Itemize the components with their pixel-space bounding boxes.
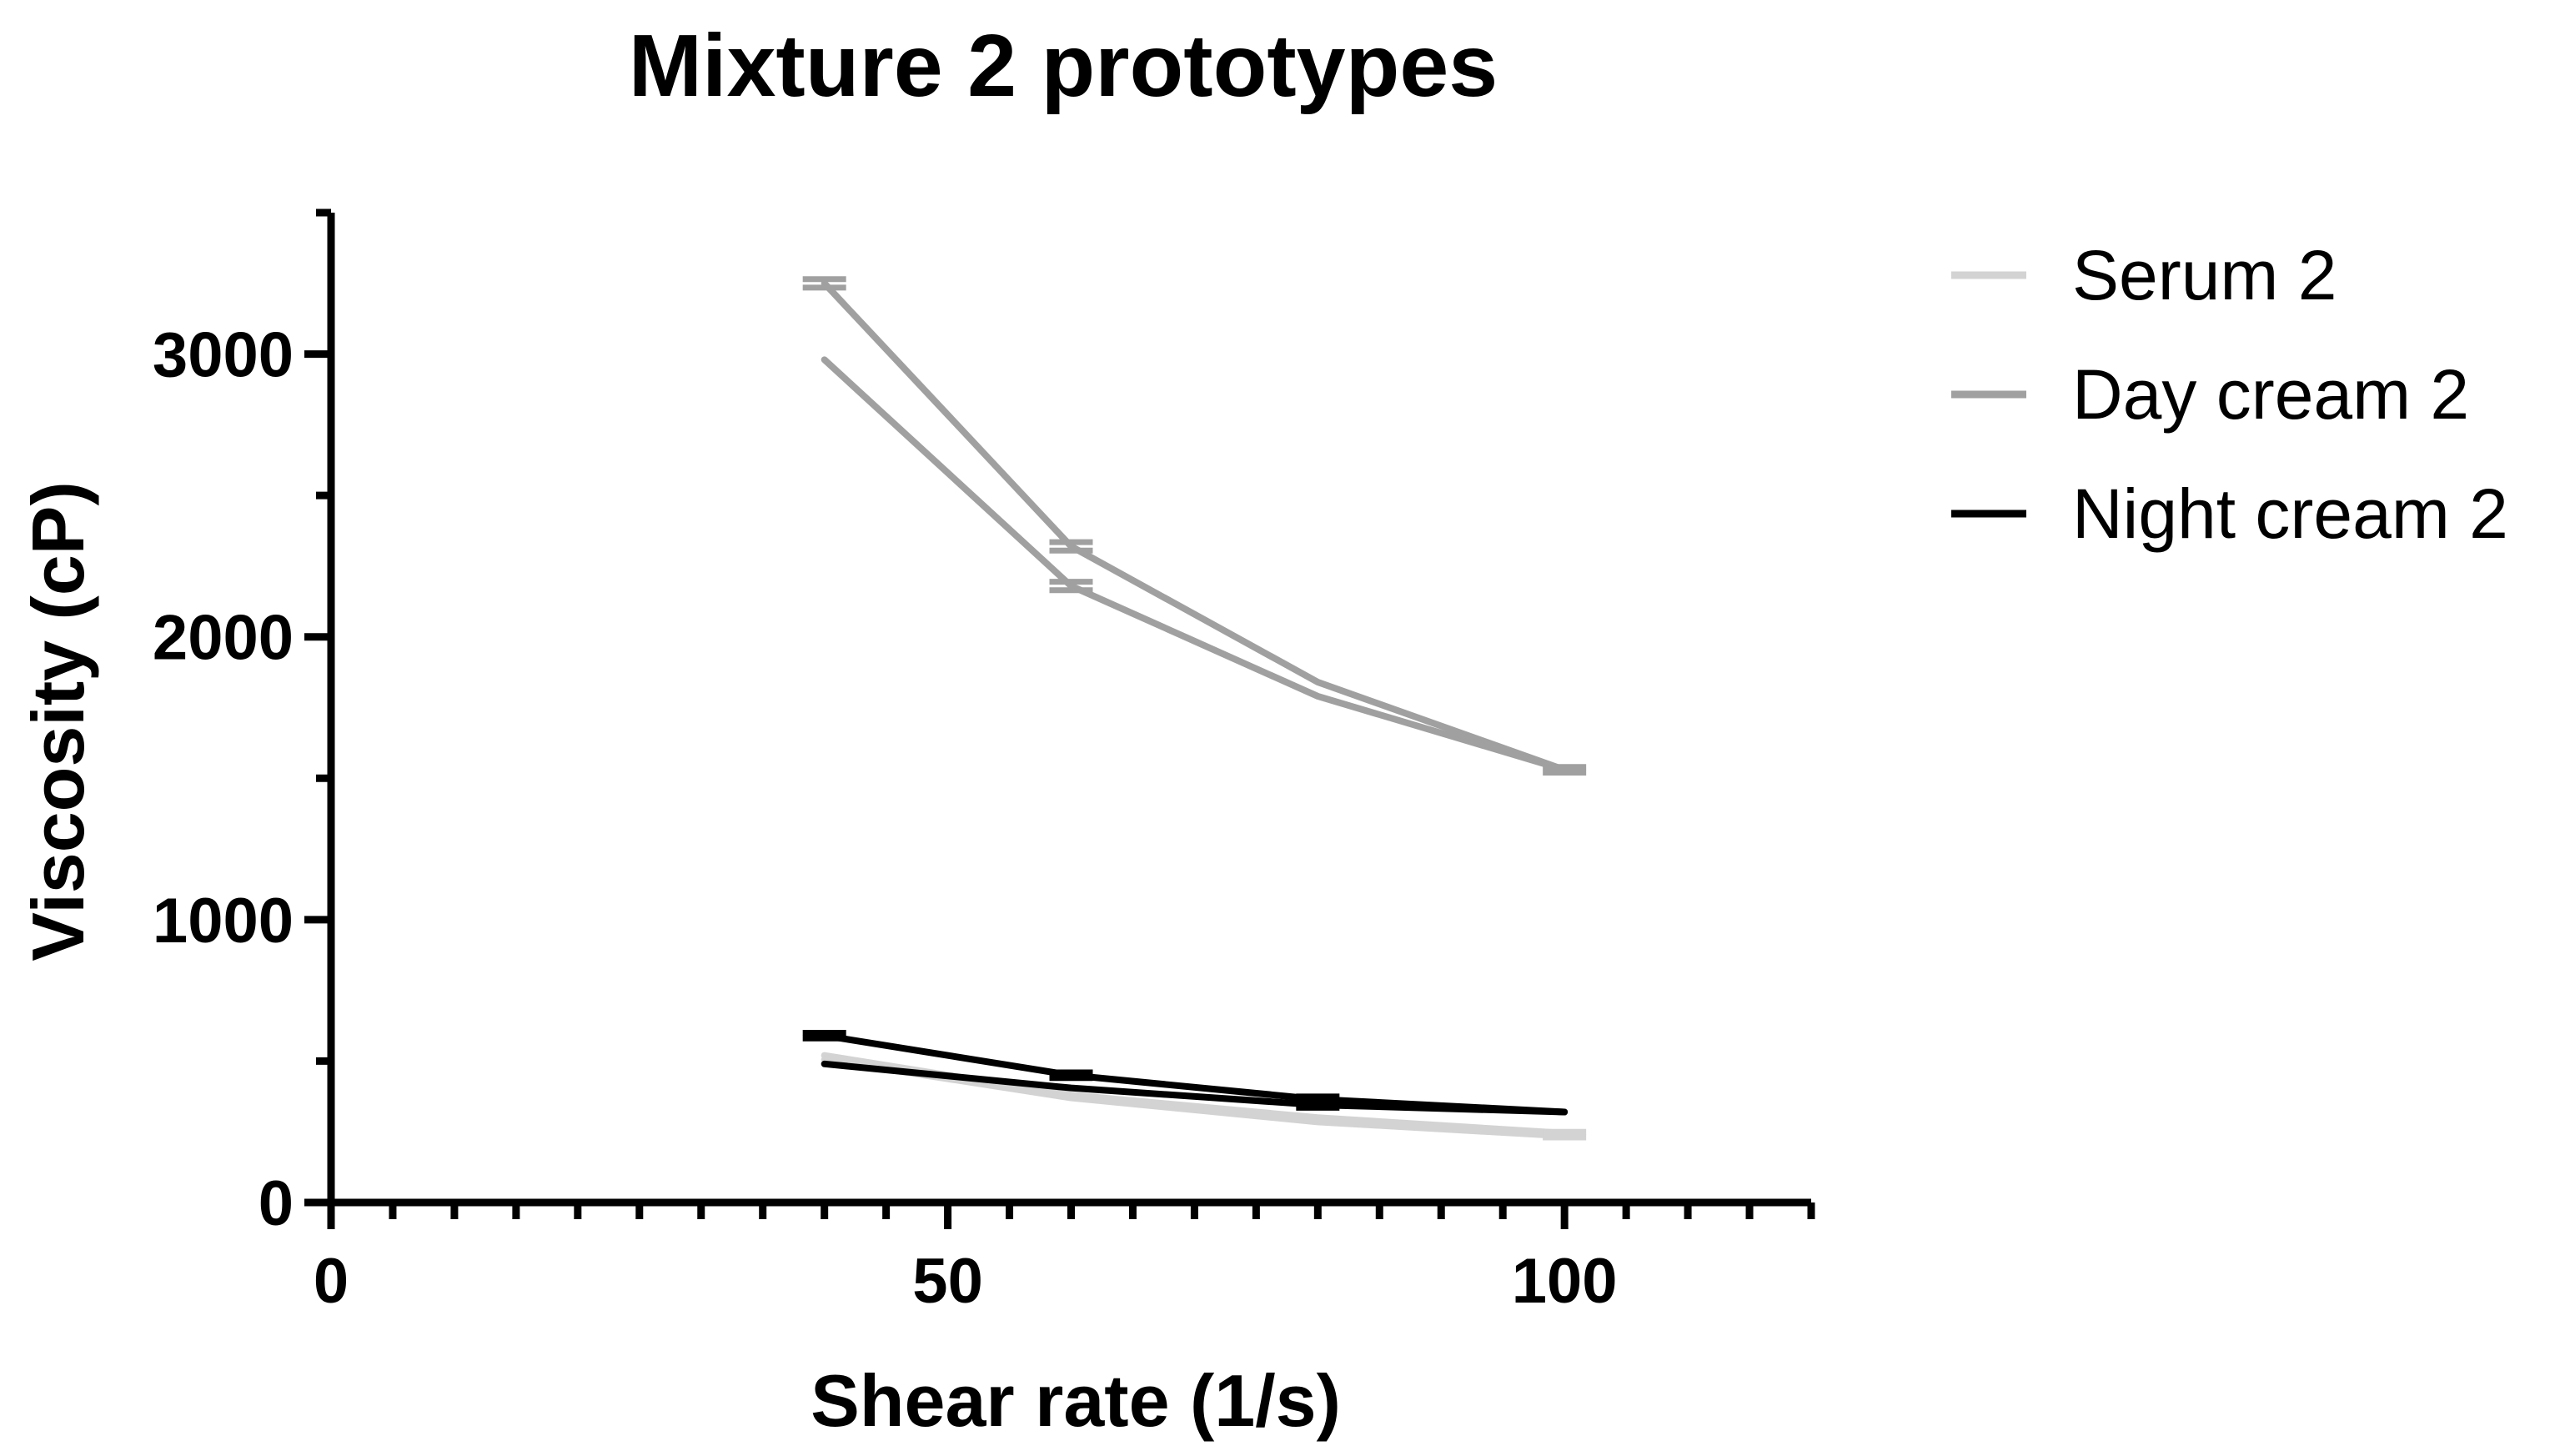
chart-title: Mixture 2 prototypes [629, 17, 1498, 115]
x-axis-title: Shear rate (1/s) [811, 1359, 1341, 1442]
legend-label: Serum 2 [2072, 236, 2337, 314]
legend-label: Night cream 2 [2072, 474, 2508, 553]
x-tick-label: 100 [1512, 1246, 1618, 1317]
legend-item: Night cream 2 [1951, 474, 2508, 553]
legend-label: Day cream 2 [2072, 355, 2469, 434]
y-tick-label: 1000 [153, 886, 294, 956]
y-tick-label: 0 [259, 1168, 294, 1239]
plot-area [802, 276, 1587, 1141]
y-axis-title: Viscosity (cP) [17, 481, 99, 961]
series-line [821, 279, 1569, 774]
series-2 [802, 1030, 1569, 1116]
series-line [821, 356, 1569, 774]
y-tick-label: 3000 [153, 320, 294, 391]
series-line [821, 1060, 1569, 1116]
series-1 [802, 276, 1587, 776]
legend-item: Serum 2 [1951, 236, 2337, 314]
y-tick-label: 2000 [153, 603, 294, 674]
x-tick-label: 0 [314, 1246, 349, 1317]
legend: Serum 2 Day cream 2 Night cream 2 [1951, 236, 2508, 553]
legend-item: Day cream 2 [1951, 355, 2469, 434]
x-tick-label: 50 [912, 1246, 983, 1317]
axes: 0 1000 2000 3000 0 50 100 [153, 208, 1815, 1317]
